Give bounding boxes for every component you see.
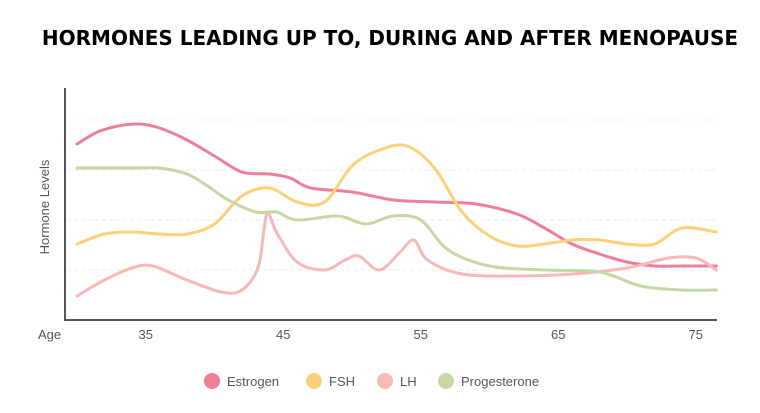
legend-label: Progesterone bbox=[461, 374, 539, 389]
x-axis-label: Age bbox=[38, 327, 61, 342]
legend-swatch bbox=[438, 373, 454, 389]
legend-item-estrogen: Estrogen bbox=[204, 373, 279, 389]
series-line-fsh bbox=[75, 143, 718, 248]
legend-label: FSH bbox=[329, 374, 355, 389]
y-axis-label: Hormone Levels bbox=[37, 159, 52, 254]
legend: Estrogen FSH LH Progesterone bbox=[204, 373, 539, 389]
legend-item-lh: LH bbox=[377, 373, 417, 389]
x-tick-label: 75 bbox=[689, 327, 703, 342]
axes bbox=[64, 88, 717, 321]
legend-swatch bbox=[204, 373, 220, 389]
legend-swatch bbox=[377, 373, 393, 389]
grid bbox=[67, 119, 717, 271]
x-tick-label: 55 bbox=[414, 327, 428, 342]
chart-title: HORMONES LEADING UP TO, DURING AND AFTER… bbox=[42, 26, 738, 50]
legend-label: LH bbox=[400, 374, 417, 389]
legend-label: Estrogen bbox=[227, 374, 279, 389]
x-tick-label: 65 bbox=[551, 327, 565, 342]
series-line-progesterone bbox=[75, 166, 718, 292]
legend-item-progesterone: Progesterone bbox=[438, 373, 539, 389]
legend-swatch bbox=[306, 373, 322, 389]
series-line-estrogen bbox=[75, 122, 718, 268]
series-line-lh bbox=[75, 211, 718, 298]
legend-item-fsh: FSH bbox=[306, 373, 355, 389]
x-tick-label: 35 bbox=[139, 327, 153, 342]
x-tick-label: 45 bbox=[276, 327, 290, 342]
series-lines bbox=[75, 122, 718, 298]
x-tick-labels: 35 45 55 65 75 bbox=[139, 327, 703, 342]
